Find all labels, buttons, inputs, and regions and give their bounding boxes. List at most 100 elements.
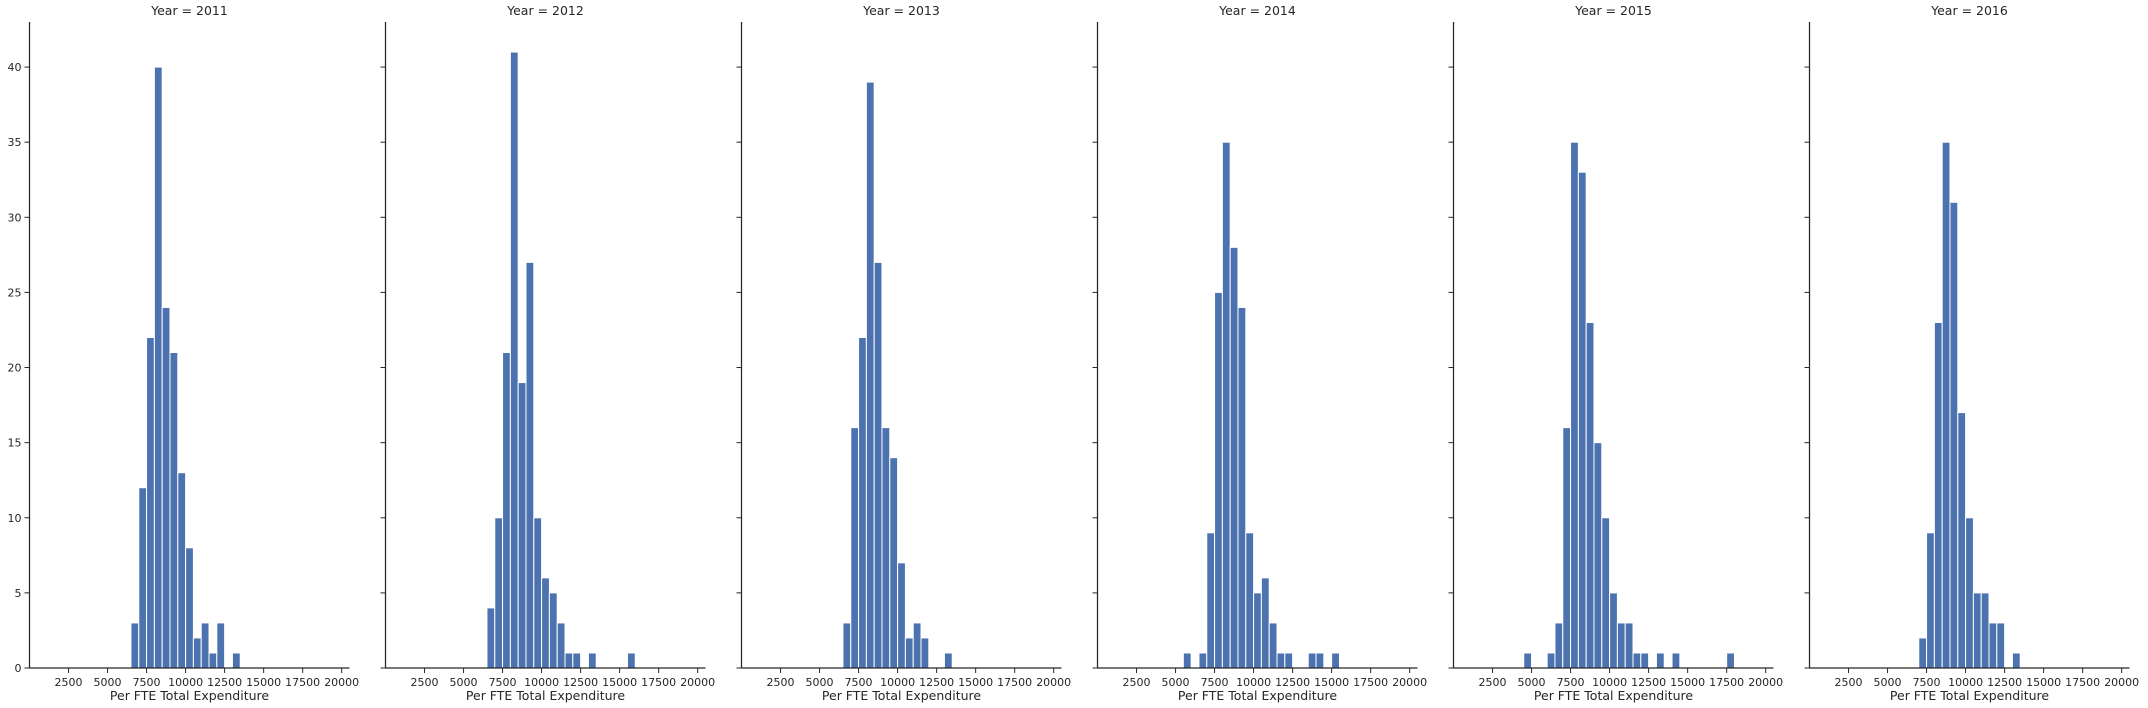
histogram-bar	[897, 562, 906, 669]
histogram-bar	[1570, 141, 1579, 669]
histogram-bar	[231, 652, 241, 669]
y-tick-label: 35	[8, 136, 22, 149]
facet-panel: 2500 5000 7500 10000 12500 15000 17500 20000 Per…	[736, 3, 1071, 703]
histogram-bar	[1562, 427, 1572, 669]
histogram-bar	[1655, 652, 1665, 669]
histogram-bar	[1980, 592, 1990, 669]
histogram-bar	[1182, 652, 1192, 669]
x-tick-label: 5000	[94, 676, 122, 689]
y-tick-label: 15	[8, 437, 22, 450]
histogram-bar	[850, 427, 860, 669]
histogram-bar	[572, 652, 582, 669]
histogram-bar	[1933, 321, 1943, 669]
histogram-bar	[904, 637, 914, 669]
histogram-bar	[1229, 246, 1239, 669]
histogram-bar	[138, 487, 148, 669]
facet-panel: 2500 5000 7500 10000 12500 15000 17500 20000 Per…	[380, 3, 715, 703]
x-tick-label: 10000	[880, 676, 915, 689]
histogram-bar	[1245, 532, 1255, 669]
x-tick-label: 15000	[246, 676, 281, 689]
y-tick-label: 20	[8, 362, 22, 375]
x-tick-label: 7500	[1201, 676, 1229, 689]
x-tick-label: 2500	[1835, 676, 1863, 689]
histogram-bar	[192, 637, 202, 669]
histogram-bar	[1221, 141, 1231, 669]
histogram-bar	[548, 592, 558, 669]
x-tick-label: 20000	[1392, 676, 1427, 689]
x-tick-label: 17500	[641, 676, 676, 689]
y-tick-label: 30	[8, 211, 22, 224]
histogram-bar	[626, 652, 636, 669]
histogram-bar	[943, 652, 953, 669]
y-tick-label: 0	[15, 662, 22, 675]
histogram-bar	[1616, 622, 1626, 669]
x-axis-label: Per FTE Total Expenditure	[466, 688, 625, 703]
histogram-bar	[494, 517, 504, 669]
x-tick-label: 12500	[1631, 676, 1666, 689]
histogram-bar	[177, 472, 187, 669]
histogram-bar	[486, 607, 496, 669]
histogram-bar	[541, 577, 550, 669]
x-tick-label: 5000	[1874, 676, 1902, 689]
histogram-bar	[865, 81, 875, 669]
histogram-bar	[517, 382, 527, 669]
histogram-bar	[1996, 622, 2006, 669]
histogram-bar	[509, 51, 519, 669]
histogram-bar	[564, 652, 574, 669]
histogram-bar	[1957, 412, 1967, 669]
panel-title: Year = 2016	[1930, 3, 2008, 18]
x-tick-label: 10000	[168, 676, 203, 689]
histogram-bar	[1214, 291, 1223, 669]
x-tick-label: 20000	[2104, 676, 2139, 689]
histogram-bar	[842, 622, 852, 669]
x-tick-label: 2500	[767, 676, 795, 689]
x-tick-label: 15000	[602, 676, 637, 689]
histogram-bar	[1988, 622, 1998, 669]
panel-title: Year = 2015	[1574, 3, 1652, 18]
facet-panel: 2500 5000 7500 10000 12500 15000 17500 20000 Per…	[1804, 3, 2139, 703]
histogram-bar	[1315, 652, 1325, 669]
x-tick-label: 15000	[1670, 676, 1705, 689]
panel-title: Year = 2011	[150, 3, 228, 18]
histogram-bar	[1601, 517, 1611, 669]
histogram-bar	[1284, 652, 1294, 669]
histogram-bar	[1554, 622, 1564, 669]
x-tick-label: 2500	[1123, 676, 1151, 689]
histogram-bar	[208, 652, 218, 669]
histogram-bar	[1577, 171, 1587, 669]
x-tick-label: 12500	[1987, 676, 2022, 689]
histogram-bar	[2011, 652, 2021, 669]
histogram-bar	[169, 352, 179, 669]
histogram-bar	[587, 652, 597, 669]
histogram-bar	[1918, 637, 1928, 669]
histogram-bar	[1941, 141, 1951, 669]
x-tick-label: 20000	[680, 676, 715, 689]
x-tick-label: 7500	[489, 676, 517, 689]
x-tick-label: 7500	[1913, 676, 1941, 689]
histogram-bar	[130, 622, 140, 669]
histogram-bar	[1585, 321, 1595, 669]
histogram-bar	[1307, 652, 1317, 669]
histogram-bar	[1331, 652, 1340, 669]
x-tick-label: 7500	[1557, 676, 1585, 689]
histogram-bar	[1593, 442, 1603, 669]
y-tick-label: 40	[8, 61, 22, 74]
x-tick-label: 20000	[324, 676, 359, 689]
x-tick-label: 10000	[1236, 676, 1271, 689]
histogram-bar	[200, 622, 210, 669]
histogram-bar	[920, 637, 930, 669]
panel-title: Year = 2013	[862, 3, 940, 18]
x-tick-label: 20000	[1036, 676, 1071, 689]
panel-title: Year = 2014	[1218, 3, 1296, 18]
histogram-bar	[1237, 306, 1247, 669]
x-tick-label: 10000	[1592, 676, 1627, 689]
x-axis-label: Per FTE Total Expenditure	[1534, 688, 1693, 703]
histogram-bar	[533, 517, 543, 669]
histogram-bar	[873, 261, 883, 669]
panel-title: Year = 2012	[506, 3, 584, 18]
x-tick-label: 12500	[1275, 676, 1310, 689]
x-axis-label: Per FTE Total Expenditure	[1178, 688, 1337, 703]
y-tick-label: 5	[15, 587, 22, 600]
histogram-bar	[502, 352, 511, 669]
histogram-bar	[1671, 652, 1681, 669]
